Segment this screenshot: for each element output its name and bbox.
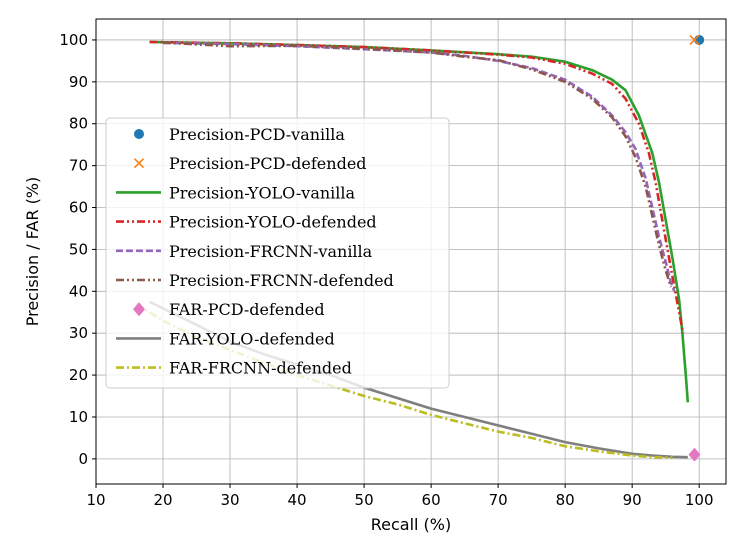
y-tick-label: 40 bbox=[69, 282, 88, 300]
legend: Precision-PCD-vanilla Precision-PCD-defen… bbox=[105, 117, 450, 389]
y-tick-label: 50 bbox=[69, 240, 88, 258]
y-tick-label: 30 bbox=[69, 324, 88, 342]
legend-label: Precision-FRCNN-defended bbox=[169, 271, 394, 290]
y-tick-label: 90 bbox=[69, 73, 88, 91]
plot-frame bbox=[95, 18, 727, 485]
y-tick-label: 80 bbox=[69, 115, 88, 133]
y-axis-label: Precision / FAR (%) bbox=[23, 177, 42, 327]
x-axis-label: Recall (%) bbox=[371, 515, 452, 534]
legend-box bbox=[105, 117, 450, 389]
legend-item-far-yolo-defended: FAR-YOLO-defended bbox=[116, 329, 335, 348]
legend-item-precision-pcd-vanilla: Precision-PCD-vanilla bbox=[134, 125, 345, 144]
legend-item-precision-yolo-defended: Precision-YOLO-defended bbox=[116, 213, 377, 232]
legend-item-far-frcnn-defended: FAR-FRCNN-defended bbox=[116, 359, 352, 378]
legend-item-precision-frcnn-defended: Precision-FRCNN-defended bbox=[116, 271, 394, 290]
legend-label: FAR-PCD-defended bbox=[169, 300, 325, 319]
y-tick-label: 20 bbox=[69, 366, 88, 384]
x-tick-label: 50 bbox=[355, 491, 374, 509]
precision-pcd-defended-point bbox=[689, 34, 700, 46]
far-pcd-defended-point bbox=[688, 447, 701, 462]
y-tick-label: 60 bbox=[69, 199, 88, 217]
legend-swatch bbox=[133, 158, 145, 169]
legend-label: FAR-YOLO-defended bbox=[169, 329, 335, 348]
x-tick-label: 100 bbox=[685, 491, 714, 509]
legend-label: FAR-FRCNN-defended bbox=[169, 359, 352, 378]
legend-label: Precision-PCD-defended bbox=[169, 154, 367, 173]
legend-item-precision-frcnn-vanilla: Precision-FRCNN-vanilla bbox=[116, 242, 373, 261]
legend-item-precision-pcd-defended: Precision-PCD-defended bbox=[133, 154, 367, 173]
x-tick-label: 40 bbox=[288, 491, 307, 509]
legend-swatch bbox=[134, 129, 144, 139]
legend-label: Precision-FRCNN-vanilla bbox=[169, 242, 373, 261]
x-tick-label: 70 bbox=[489, 491, 508, 509]
precision-yolo-defended-line bbox=[149, 40, 685, 334]
x-tick-label: 90 bbox=[623, 491, 642, 509]
legend-swatch bbox=[133, 302, 145, 317]
y-tick-label: 70 bbox=[69, 157, 88, 175]
legend-label: Precision-YOLO-vanilla bbox=[169, 183, 356, 202]
legend-item-far-pcd-defended: FAR-PCD-defended bbox=[133, 300, 325, 319]
x-tick-label: 30 bbox=[220, 491, 239, 509]
legend-label: Precision-YOLO-defended bbox=[169, 213, 377, 232]
precision-pcd-vanilla-point bbox=[694, 34, 705, 45]
x-tick-label: 60 bbox=[422, 491, 441, 509]
y-tick-label: 0 bbox=[78, 450, 88, 468]
precision-yolo-vanilla-line bbox=[149, 40, 690, 403]
x-tick-label: 80 bbox=[556, 491, 575, 509]
y-tick-label: 10 bbox=[69, 408, 88, 426]
tick-layer: 10 20 30 40 50 60 70 80 90 100 0 10 20 30 40 50 60 70 80 90… bbox=[59, 31, 713, 509]
legend-item-precision-yolo-vanilla: Precision-YOLO-vanilla bbox=[116, 183, 356, 202]
y-tick-label: 100 bbox=[59, 31, 88, 49]
precision-frcnn-defended-line bbox=[162, 41, 673, 288]
x-tick-label: 20 bbox=[153, 491, 172, 509]
legend-label: Precision-PCD-vanilla bbox=[169, 125, 345, 144]
x-tick-label: 10 bbox=[86, 491, 105, 509]
